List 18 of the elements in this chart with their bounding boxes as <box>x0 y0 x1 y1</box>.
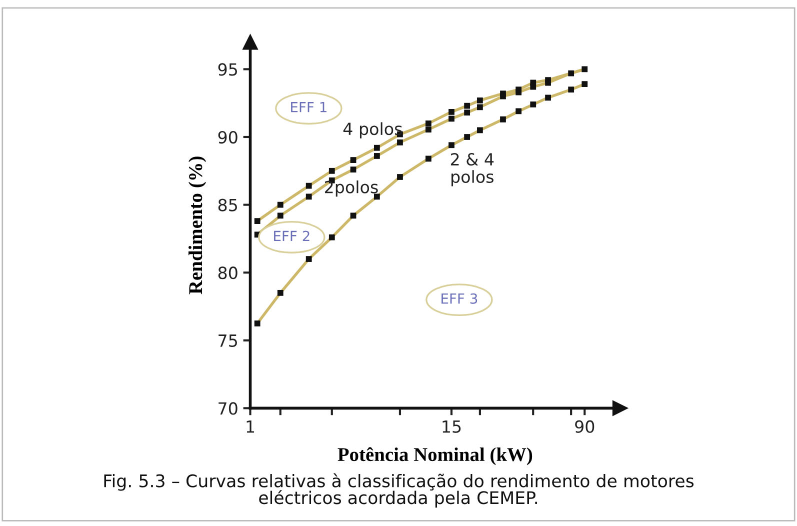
x-tick-label: 1 <box>246 420 254 433</box>
y-axis-title: Rendimento (%) <box>188 156 206 294</box>
annotation: 2polos <box>324 180 378 197</box>
y-tick-label: 75 <box>218 334 237 347</box>
x-tick-label: 90 <box>575 420 594 433</box>
y-tick-label: 70 <box>218 402 238 415</box>
y-tick-label: 85 <box>218 198 237 212</box>
y-tick-label: 90 <box>218 130 238 144</box>
annotation: 2 & 4 polos <box>450 153 494 186</box>
y-tick-label: 95 <box>218 63 237 76</box>
annotation: EFF 1 <box>291 102 326 112</box>
y-tick-label: 80 <box>218 266 238 280</box>
annotation: EFF 2 <box>274 230 310 242</box>
annotation: 4 polos <box>343 122 402 138</box>
x-axis-title: Potência Nominal (kW) <box>338 447 532 466</box>
annotation: EFF 3 <box>442 293 478 304</box>
x-tick-label: 15 <box>442 420 461 433</box>
caption: Fig. 5.3 – Curvas relativas à classificação do rendimento de motores eléctricos acordada pela CEMEP. <box>104 473 694 508</box>
